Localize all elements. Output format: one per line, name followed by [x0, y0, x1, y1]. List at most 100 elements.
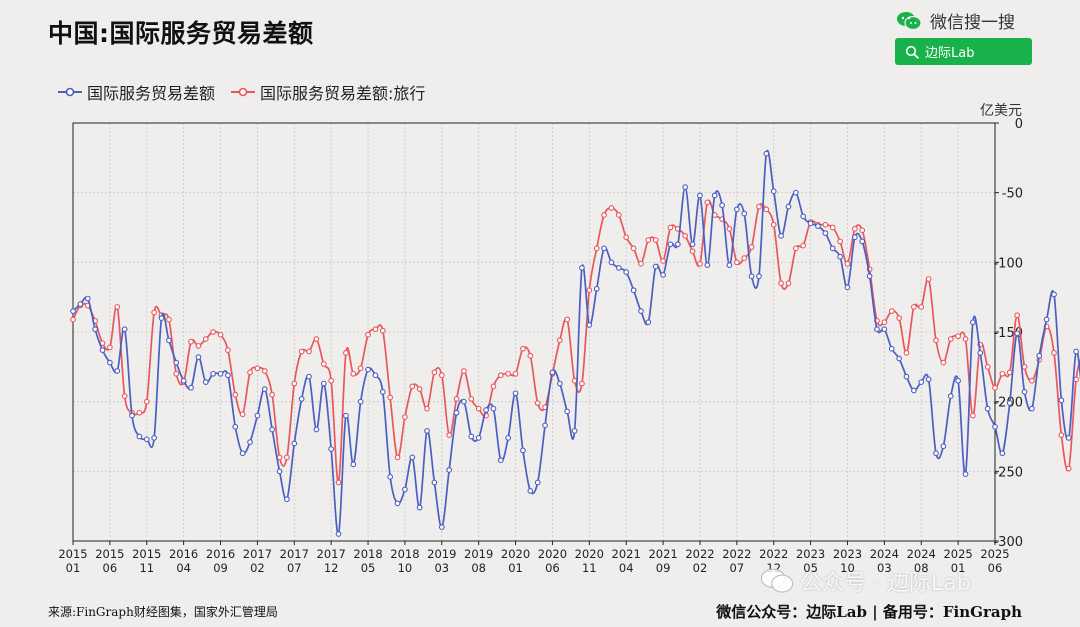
series-1-point [1043, 316, 1050, 323]
series-1-point [962, 471, 969, 477]
series-1-point [210, 370, 216, 377]
series-2-point [490, 383, 497, 390]
wechat-logo-icon [897, 11, 922, 30]
series-2-point [247, 369, 253, 376]
wechat-search-button[interactable]: 边际Lab [895, 38, 1032, 65]
series-2-point [1029, 377, 1035, 384]
search-icon [905, 45, 919, 59]
series-2-point [497, 372, 504, 379]
series-2-point [748, 244, 755, 250]
series-1-point [1021, 389, 1028, 395]
axes: 0-50-100-150-200-250-3002015012015062015… [58, 117, 1023, 575]
series-2-point [387, 394, 394, 401]
series-1-point [92, 326, 98, 333]
series-2-point [284, 454, 290, 461]
series-2-point [792, 245, 799, 252]
series-2-point [114, 304, 121, 310]
series-1-point [254, 412, 261, 419]
series-2 [70, 199, 1080, 486]
series-1-point [733, 206, 740, 213]
series-1-point [674, 241, 681, 248]
series-1-point [1029, 405, 1035, 412]
series-2-point [984, 363, 991, 370]
x-tick-label-year: 2015 [132, 547, 161, 561]
series-1-point [195, 354, 202, 360]
y-tick-label: -300 [993, 535, 1023, 550]
series-2-point [357, 365, 364, 372]
series-1-point [549, 369, 556, 376]
series-1-point [579, 265, 585, 271]
series-2-point [335, 479, 342, 486]
series-2-point [409, 383, 416, 390]
series-2-point [970, 412, 976, 419]
legend-item-series2: 国际服务贸易差额:旅行 [231, 80, 425, 104]
series-2-point [372, 326, 379, 333]
x-tick-label-month: 11 [582, 561, 597, 575]
series-1-point [601, 245, 607, 252]
x-tick-label-year: 2025 [980, 547, 1009, 561]
series-1-point [770, 188, 777, 195]
series-1-point [970, 319, 976, 326]
series-2-point [188, 338, 194, 345]
x-tick-label-year: 2020 [501, 547, 530, 561]
series-1-point [99, 347, 106, 353]
series-1-point [166, 337, 172, 344]
x-tick-label-year: 2021 [612, 547, 641, 561]
legend-label-series1: 国际服务贸易差额 [87, 84, 216, 103]
series-1-point [121, 326, 128, 333]
series-1-point [586, 322, 593, 328]
series-1-point [534, 479, 541, 486]
x-tick-label-month: 12 [324, 561, 339, 575]
series-2-point [918, 304, 925, 310]
series-2-point [1014, 312, 1020, 319]
x-tick-label-year: 2021 [648, 547, 677, 561]
series-1-point [999, 450, 1006, 457]
series-2-point [269, 391, 276, 398]
series-1-point [520, 447, 526, 454]
series-2-point [940, 359, 947, 366]
series-2-point [756, 203, 762, 210]
series-2-point [608, 205, 615, 211]
x-tick-label-month: 02 [250, 561, 265, 575]
series-1-point [527, 487, 534, 494]
series-1-point [756, 273, 762, 280]
series-2-point [320, 361, 327, 367]
series-2-point [136, 409, 143, 416]
watermark-text: 公众号 · 边际Lab [800, 571, 971, 596]
series-1-point [158, 315, 165, 321]
y-tick-label: -250 [993, 465, 1023, 480]
x-tick-label-year: 2017 [243, 547, 272, 561]
series-1-point [143, 436, 150, 443]
series-1-point [1006, 400, 1013, 406]
series-1-point [202, 379, 209, 386]
source-note: 来源:FinGraph财经图集，国家外汇管理局 [48, 605, 278, 619]
series-2-point [202, 336, 209, 342]
series-2-point [992, 384, 998, 391]
series-1-point [343, 412, 349, 419]
series-2-point [468, 396, 475, 402]
series-2-point [844, 260, 851, 267]
series-2-point [438, 372, 445, 379]
series-2-point [225, 347, 231, 353]
wechat-search[interactable]: 微信搜一搜 [896, 8, 1015, 33]
series-1-point [1014, 330, 1020, 337]
series-1-point [660, 272, 666, 278]
series-1-point [977, 350, 984, 356]
series-1-point [822, 230, 829, 236]
series-2-line [72, 199, 1080, 484]
x-tick-label-year: 2022 [722, 547, 751, 561]
x-tick-label-month: 07 [287, 561, 302, 575]
series-2-point [837, 238, 843, 245]
series-1-point [446, 467, 453, 473]
x-tick-label-month: 04 [619, 561, 634, 575]
series-1-point [704, 262, 711, 268]
x-tick-label-year: 2025 [943, 547, 972, 561]
x-tick-label-year: 2020 [575, 547, 604, 561]
series-1-point [151, 435, 157, 441]
series-2-point [586, 287, 593, 294]
series-2-point [1058, 432, 1065, 438]
series-1-point [387, 474, 394, 480]
series-1-point [652, 263, 659, 270]
x-tick-label-year: 2018 [353, 547, 382, 561]
series-1-point [697, 192, 703, 199]
